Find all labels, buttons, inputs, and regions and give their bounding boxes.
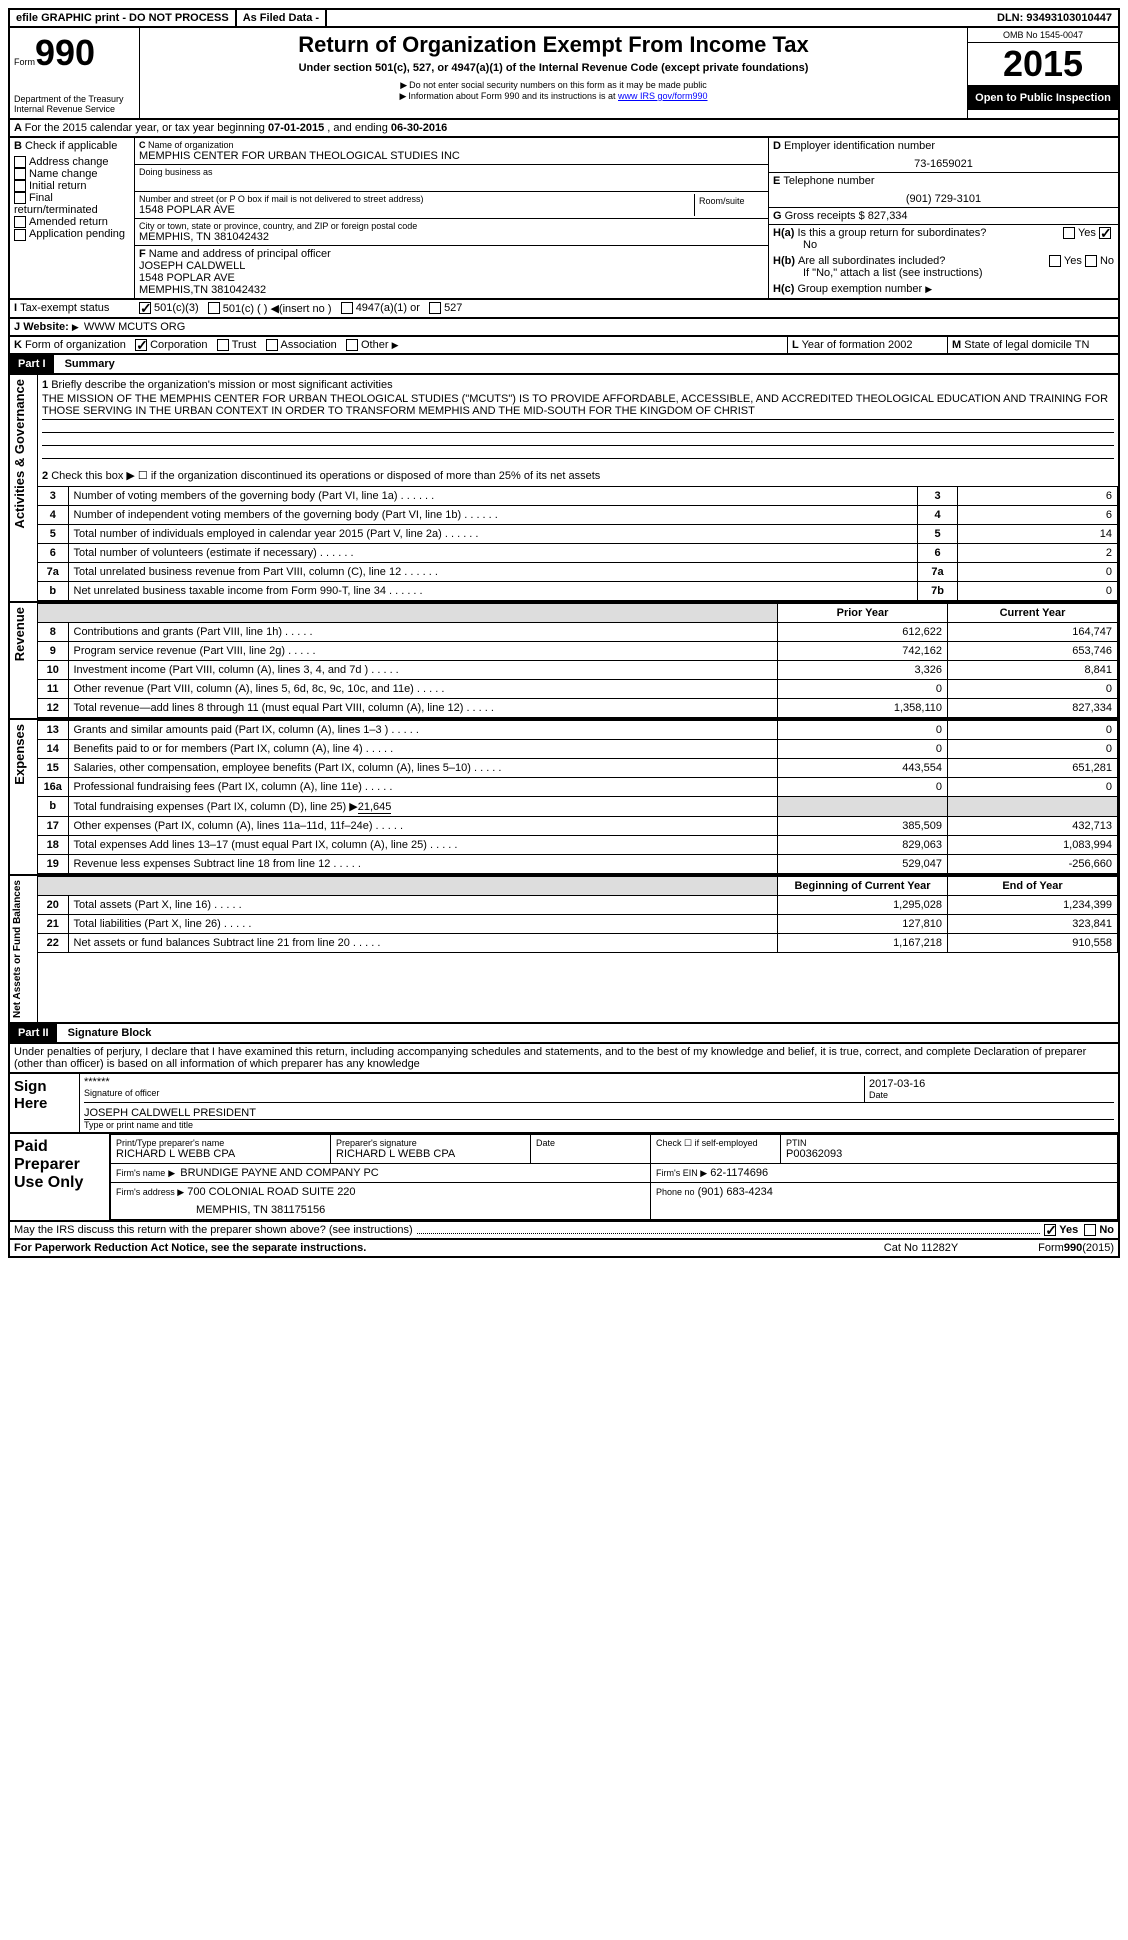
- cb-hb-yes[interactable]: [1049, 255, 1061, 267]
- cb-hb-no[interactable]: [1085, 255, 1097, 267]
- section-klm: K Form of organization Corporation Trust…: [8, 337, 1120, 355]
- cb-501c[interactable]: [208, 302, 220, 314]
- cb-assoc[interactable]: [266, 339, 278, 351]
- exp-table: 13Grants and similar amounts paid (Part …: [38, 720, 1118, 874]
- section-i: I Tax-exempt status 501(c)(3) 501(c) ( )…: [8, 300, 1120, 319]
- title-block: Form990 Department of the Treasury Inter…: [8, 28, 1120, 120]
- efile-text: efile GRAPHIC print - DO NOT PROCESS: [10, 10, 237, 26]
- gov-table: 3Number of voting members of the governi…: [38, 486, 1118, 601]
- section-e: E Telephone number (901) 729-3101: [769, 173, 1118, 208]
- prep-table: Print/Type preparer's nameRICHARD L WEBB…: [110, 1134, 1118, 1220]
- dln: DLN: 93493103010447: [991, 10, 1118, 26]
- part1-header: Part I Summary: [8, 355, 1120, 375]
- cb-527[interactable]: [429, 302, 441, 314]
- revenue-section: Revenue Prior YearCurrent Year8Contribut…: [8, 603, 1120, 720]
- perjury-text: Under penalties of perjury, I declare th…: [8, 1044, 1120, 1074]
- right-box: OMB No 1545-0047 2015 Open to Public Ins…: [968, 28, 1118, 118]
- cb-ha-no[interactable]: [1099, 227, 1111, 239]
- cb-ha-yes[interactable]: [1063, 227, 1075, 239]
- cb-4947[interactable]: [341, 302, 353, 314]
- efile-header: efile GRAPHIC print - DO NOT PROCESS As …: [8, 8, 1120, 28]
- netassets-section: Net Assets or Fund Balances Beginning of…: [8, 876, 1120, 1024]
- cb-other[interactable]: [346, 339, 358, 351]
- section-b: B Check if applicable Address change Nam…: [10, 138, 135, 298]
- line-a: A For the 2015 calendar year, or tax yea…: [8, 120, 1120, 138]
- section-d: D Employer identification number 73-1659…: [769, 138, 1118, 173]
- irs-link[interactable]: www IRS gov/form990: [618, 91, 708, 101]
- cb-501c3[interactable]: [139, 302, 151, 314]
- form-number-box: Form990 Department of the Treasury Inter…: [10, 28, 140, 118]
- cb-name-change[interactable]: [14, 168, 26, 180]
- governance-section: Activities & Governance 1 Briefly descri…: [8, 375, 1120, 603]
- section-f: F Name and address of principal officer …: [135, 246, 768, 298]
- cb-trust[interactable]: [217, 339, 229, 351]
- filed-text: As Filed Data -: [237, 10, 327, 26]
- cb-discuss-no[interactable]: [1084, 1224, 1096, 1236]
- section-g: G Gross receipts $ 827,334: [769, 208, 1118, 225]
- cb-corp[interactable]: [135, 339, 147, 351]
- cb-initial[interactable]: [14, 180, 26, 192]
- info-block: B Check if applicable Address change Nam…: [8, 138, 1120, 300]
- cb-pending[interactable]: [14, 229, 26, 241]
- section-c: C Name of organization MEMPHIS CENTER FO…: [135, 138, 768, 298]
- section-h: H(a) Is this a group return for subordin…: [769, 225, 1118, 298]
- right-info: D Employer identification number 73-1659…: [768, 138, 1118, 298]
- cb-amended[interactable]: [14, 216, 26, 228]
- sign-section: Sign Here ****** Signature of officer 20…: [8, 1074, 1120, 1134]
- title-center: Return of Organization Exempt From Incom…: [140, 28, 968, 118]
- expenses-section: Expenses 13Grants and similar amounts pa…: [8, 720, 1120, 876]
- cb-discuss-yes[interactable]: [1044, 1224, 1056, 1236]
- section-j: J Website: WWW MCUTS ORG: [8, 319, 1120, 337]
- net-table: Beginning of Current YearEnd of Year20To…: [38, 876, 1118, 953]
- footer-row: For Paperwork Reduction Act Notice, see …: [8, 1240, 1120, 1258]
- rev-table: Prior YearCurrent Year8Contributions and…: [38, 603, 1118, 718]
- part2-header: Part II Signature Block: [8, 1024, 1120, 1044]
- cb-address-change[interactable]: [14, 156, 26, 168]
- preparer-section: Paid Preparer Use Only Print/Type prepar…: [8, 1134, 1120, 1222]
- cb-final[interactable]: [14, 192, 26, 204]
- discuss-row: May the IRS discuss this return with the…: [8, 1222, 1120, 1240]
